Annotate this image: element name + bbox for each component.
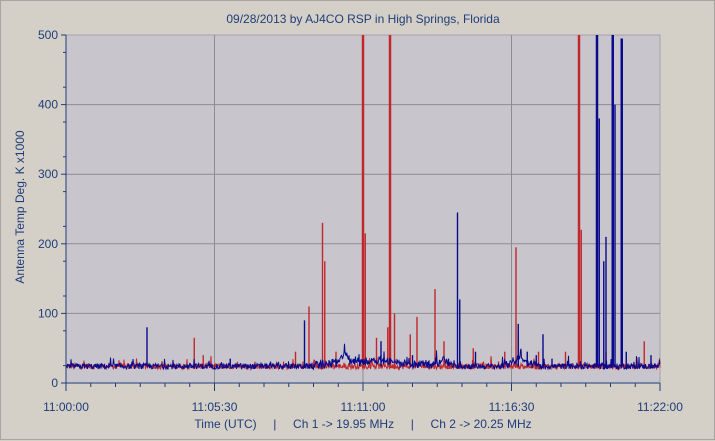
y-tick-label: 200 [38, 237, 58, 251]
y-tick-label: 400 [38, 98, 58, 112]
chart-title: 09/28/2013 by AJ4CO RSP in High Springs,… [226, 12, 500, 26]
y-tick-label: 100 [38, 306, 58, 320]
y-tick-label: 300 [38, 167, 58, 181]
x-tick-label: 11:11:00 [341, 400, 386, 414]
x-tick-label: 11:05:30 [192, 400, 238, 414]
y-tick-label: 500 [38, 28, 58, 42]
x-tick-label: 11:16:30 [489, 400, 535, 414]
series-2 [65, 35, 661, 371]
series-layer [65, 35, 661, 371]
x-tick-label: 11:22:00 [637, 400, 683, 414]
x-axis-label: Time (UTC) | Ch 1 -> 19.95 MHz | Ch 2 ->… [194, 417, 531, 431]
y-tick-label: 0 [51, 376, 58, 390]
x-tick-label: 11:00:00 [43, 400, 89, 414]
axes: 0 100 200 300 400 500 11:00:00 11:05:30 11:11:00… [38, 28, 683, 414]
y-axis-label: Antenna Temp Deg. K x1000 [13, 130, 27, 284]
series-line [65, 343, 661, 371]
